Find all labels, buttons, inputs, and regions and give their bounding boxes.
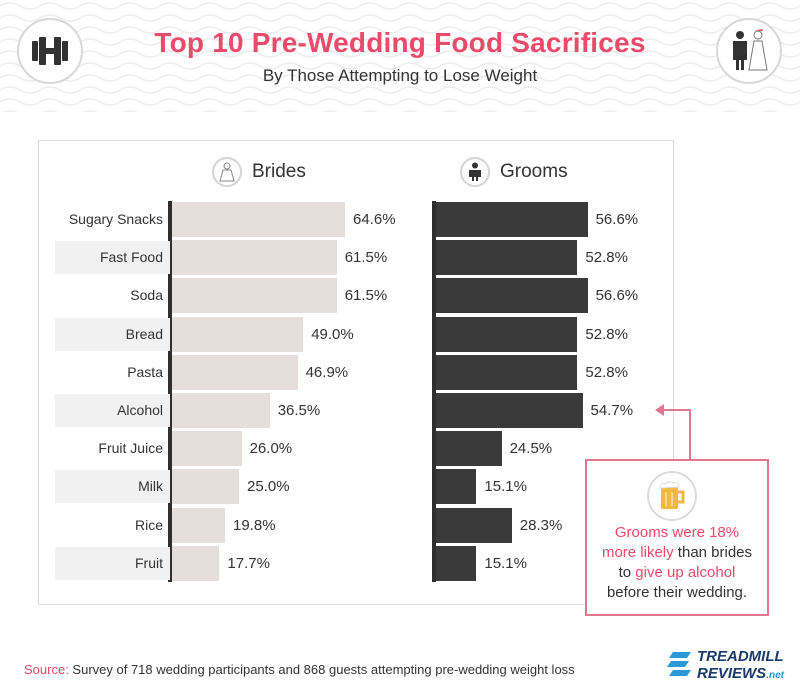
row-band <box>55 318 170 351</box>
grooms-header: Grooms <box>460 157 568 187</box>
callout-highlight-2: more likely <box>601 544 674 561</box>
source-note: Source: Survey of 718 wedding participan… <box>24 662 575 677</box>
groom-icon <box>460 157 490 187</box>
category-label: Fast Food <box>99 249 163 265</box>
brides-bar <box>172 546 220 581</box>
category-label: Fruit <box>135 555 163 571</box>
brides-value-label: 26.0% <box>249 440 293 457</box>
grooms-axis <box>432 201 436 582</box>
grooms-value-label: 28.3% <box>519 517 563 534</box>
grooms-value-label: 24.5% <box>509 440 553 457</box>
logo-line-2-text: REVIEWS <box>697 665 767 682</box>
brides-value-label: 61.5% <box>344 249 388 266</box>
grooms-bar <box>436 546 477 581</box>
brides-bar <box>172 240 337 275</box>
logo-line-1: TREADMILL <box>697 648 784 665</box>
callout-highlight-3: give up alcohol <box>635 564 736 581</box>
grooms-bar <box>436 355 578 390</box>
grooms-value-label: 52.8% <box>585 364 628 381</box>
grooms-value-label: 52.8% <box>585 249 628 266</box>
brides-bar <box>172 317 304 352</box>
logo-suffix: .net <box>766 670 784 681</box>
brides-bar <box>172 278 337 313</box>
brides-value-label: 19.8% <box>233 517 276 534</box>
category-label: Alcohol <box>117 402 163 418</box>
brides-bar <box>172 431 242 466</box>
grooms-bar <box>436 278 588 313</box>
brides-label: Brides <box>252 161 306 182</box>
category-label: Pasta <box>127 364 163 380</box>
row-band <box>55 241 170 274</box>
treadmill-reviews-logo[interactable]: TREADMILL REVIEWS.net <box>665 648 790 684</box>
callout-connector <box>660 409 691 411</box>
grooms-bar <box>436 202 588 237</box>
grooms-bar <box>436 317 578 352</box>
grooms-value-label: 15.1% <box>484 555 527 572</box>
wavy-background <box>0 0 800 112</box>
page-subtitle: By Those Attempting to Lose Weight <box>262 66 538 85</box>
logo-stripes-icon <box>667 652 691 676</box>
grooms-bar <box>436 240 578 275</box>
row-band <box>55 394 170 427</box>
brides-bar <box>172 508 225 543</box>
callout-text-3: to <box>618 564 636 581</box>
grooms-bar <box>436 393 583 428</box>
page-title: Top 10 Pre-Wedding Food Sacrifices <box>154 27 646 58</box>
callout-text-2: than brides <box>673 544 753 561</box>
callout-text: Grooms were 18% more likely than brides … <box>595 523 759 603</box>
brides-bar <box>172 393 270 428</box>
brides-value-label: 25.0% <box>247 478 290 495</box>
brides-value-label: 61.5% <box>344 287 388 304</box>
row-band <box>55 547 170 580</box>
callout-connector-vertical <box>689 409 691 461</box>
beer-mug-icon <box>647 471 697 521</box>
grooms-value-label: 54.7% <box>590 402 634 419</box>
grooms-value-label: 15.1% <box>484 478 527 495</box>
brides-value-label: 64.6% <box>353 211 396 228</box>
brides-bar <box>172 355 298 390</box>
category-label: Sugary Snacks <box>68 211 163 227</box>
brides-value-label: 46.9% <box>305 364 349 381</box>
source-text: Survey of 718 wedding participants and 8… <box>68 662 575 677</box>
grooms-value-label: 52.8% <box>585 326 628 343</box>
source-label: Source: <box>24 662 69 677</box>
category-label: Fruit Juice <box>98 440 163 456</box>
alcohol-callout: Grooms were 18% more likely than brides … <box>585 459 769 616</box>
grooms-label: Grooms <box>500 161 568 182</box>
brides-bar <box>172 202 345 237</box>
header: Top 10 Pre-Wedding Food Sacrifices By Th… <box>0 0 800 112</box>
grooms-bar <box>436 469 477 504</box>
bride-groom-icon <box>716 18 782 84</box>
brides-axis <box>168 201 172 582</box>
category-label: Rice <box>134 517 163 533</box>
grooms-bar <box>436 431 502 466</box>
brides-value-label: 36.5% <box>277 402 321 419</box>
callout-text-4: before their wedding. <box>606 584 748 601</box>
brides-header: Brides <box>212 157 306 187</box>
dumbbell-icon <box>17 18 83 84</box>
brides-value-label: 49.0% <box>311 326 354 343</box>
callout-highlight-1: Grooms were 18% <box>614 524 740 541</box>
grooms-bar <box>436 508 512 543</box>
brides-bar <box>172 469 239 504</box>
logo-line-2: REVIEWS.net <box>697 665 784 682</box>
category-label: Bread <box>125 326 163 342</box>
brides-value-label: 17.7% <box>227 555 270 572</box>
grooms-value-label: 56.6% <box>595 211 639 228</box>
grooms-value-label: 56.6% <box>595 287 639 304</box>
category-label: Soda <box>130 287 163 303</box>
bride-icon <box>212 157 242 187</box>
category-label: Milk <box>138 478 163 494</box>
row-band <box>55 470 170 503</box>
callout-arrow-icon <box>655 404 664 416</box>
